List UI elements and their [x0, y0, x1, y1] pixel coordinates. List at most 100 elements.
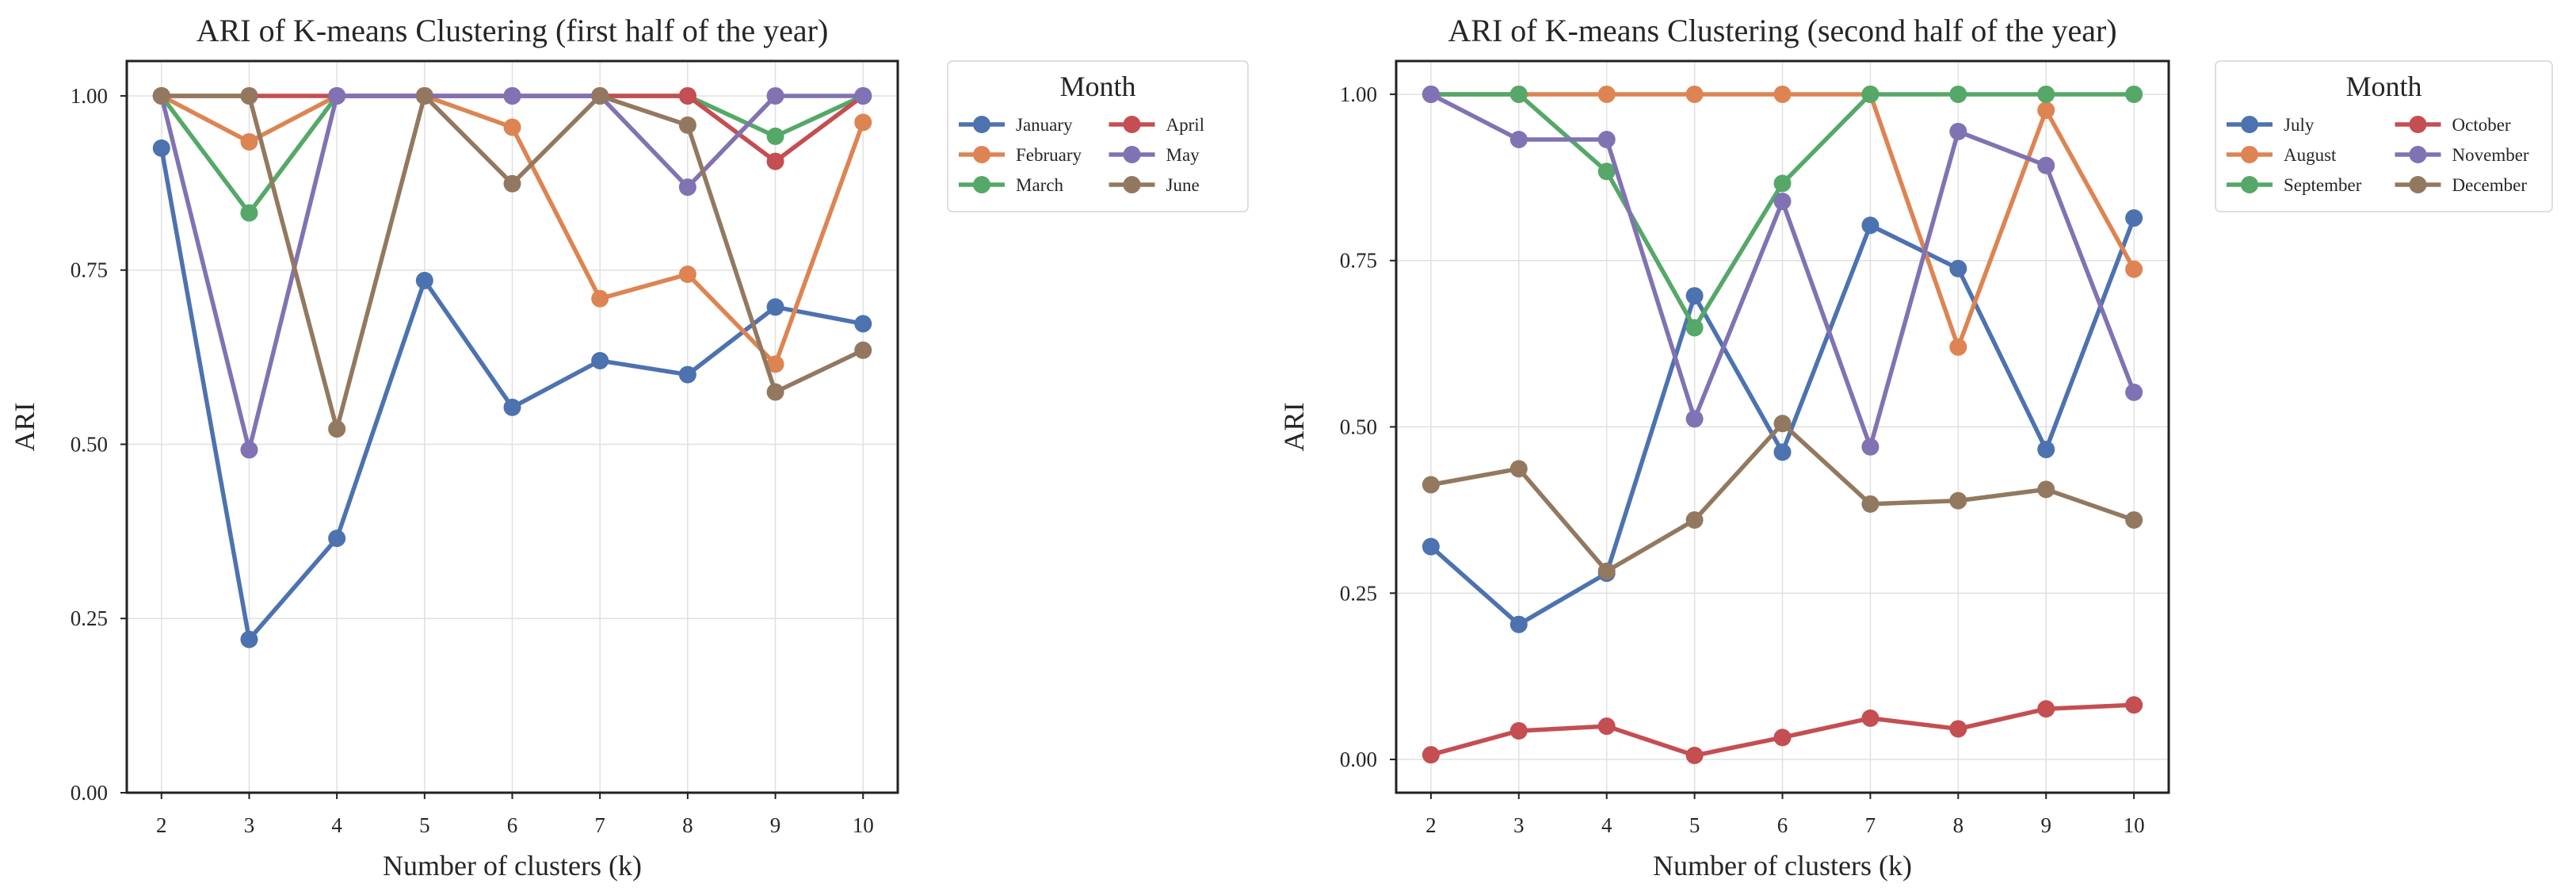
- y-axis-label: ARI: [1278, 403, 1310, 452]
- data-point: [2125, 209, 2143, 228]
- legend-entry-september: September: [2227, 175, 2362, 195]
- y-tick-label: 1.00: [1340, 82, 1377, 106]
- x-tick-label: 5: [1689, 813, 1700, 837]
- y-tick-label: 1.00: [71, 84, 108, 108]
- data-point: [1773, 443, 1792, 461]
- data-point: [591, 351, 609, 369]
- series-january: [152, 139, 872, 648]
- legend-swatch-marker: [2241, 116, 2258, 133]
- data-point: [415, 271, 433, 289]
- data-point: [2037, 441, 2055, 459]
- data-point: [1949, 720, 1967, 738]
- data-point: [415, 86, 433, 105]
- data-point: [503, 398, 521, 416]
- legend-swatch-marker: [2241, 176, 2258, 193]
- data-point: [503, 118, 521, 136]
- legend-swatch-marker: [2409, 176, 2427, 193]
- x-tick-label: 4: [1601, 813, 1612, 837]
- legend-entry-august: August: [2227, 145, 2337, 165]
- data-point: [1949, 122, 1967, 140]
- y-tick-label: 0.50: [71, 432, 108, 456]
- data-point: [1773, 174, 1792, 193]
- series-september: [1422, 85, 2143, 337]
- chart-title: ARI of K-means Clustering (first half of…: [197, 13, 829, 48]
- legend-label: February: [1016, 145, 1082, 165]
- legend-swatch-marker: [973, 116, 990, 133]
- plot-frame: [125, 59, 899, 794]
- legend: Month January February March April May June: [947, 60, 1249, 212]
- data-point: [2037, 156, 2055, 174]
- data-point: [328, 530, 346, 548]
- data-point: [1861, 495, 1880, 513]
- legend-label: April: [1166, 115, 1205, 135]
- data-point: [2037, 85, 2055, 103]
- legend-box: [2215, 60, 2553, 212]
- legend-label: June: [1166, 175, 1200, 195]
- legend-label: September: [2284, 175, 2362, 195]
- data-point: [678, 365, 696, 384]
- data-point: [1422, 85, 1440, 103]
- data-point: [1597, 85, 1616, 103]
- legend-swatch-marker: [973, 146, 990, 163]
- series-december: [1422, 415, 2143, 580]
- y-tick-label: 0.25: [1340, 581, 1377, 605]
- data-point: [591, 86, 609, 105]
- y-axis-label: ARI: [9, 403, 40, 452]
- data-point: [1597, 717, 1616, 736]
- legend-label: July: [2284, 115, 2315, 135]
- data-point: [1509, 85, 1528, 103]
- x-axis-label: Number of clusters (k): [1653, 850, 1912, 881]
- chart-panel-2: 0.00 0.25 0.50 0.75 1.00 2 3 4 5 6 7 8 9 10 ARI of K-m…: [1278, 13, 2553, 881]
- data-point: [766, 383, 784, 401]
- data-point: [1861, 216, 1880, 235]
- data-point: [240, 204, 258, 222]
- legend-label: March: [1016, 175, 1064, 195]
- data-point: [2125, 511, 2143, 529]
- data-point: [2125, 383, 2143, 401]
- x-tick-label: 10: [2124, 813, 2145, 837]
- y-tick-label: 0.25: [71, 606, 108, 630]
- data-point: [240, 86, 258, 105]
- data-point: [1597, 163, 1616, 181]
- legend: Month July August September October November D…: [2215, 60, 2553, 212]
- series-november: [1422, 85, 2143, 456]
- x-tick-label: 5: [419, 813, 430, 837]
- data-point: [1509, 460, 1528, 478]
- series-june: [152, 86, 872, 438]
- series-october: [1422, 696, 2143, 765]
- data-point: [2125, 85, 2143, 103]
- data-point: [240, 441, 258, 459]
- y-tick-label: 0.50: [1340, 415, 1377, 439]
- data-point: [1597, 131, 1616, 149]
- legend-entry-january: January: [959, 115, 1073, 135]
- plot-frame: [1395, 59, 2170, 794]
- x-tick-label: 3: [1513, 813, 1525, 837]
- legend-entry-june: June: [1109, 175, 1200, 195]
- data-point: [1597, 562, 1616, 580]
- y-tick-label: 0.75: [1340, 249, 1377, 273]
- data-point: [1422, 537, 1440, 556]
- legend-label: December: [2452, 175, 2528, 195]
- data-point: [1773, 85, 1792, 103]
- legend-swatch-marker: [1123, 176, 1141, 193]
- data-point: [1949, 338, 1967, 356]
- data-point: [766, 355, 784, 373]
- x-tick-label: 8: [682, 813, 693, 837]
- x-tick-label: 8: [1953, 813, 1964, 837]
- data-point: [766, 152, 784, 170]
- data-point: [2037, 700, 2055, 718]
- data-point: [152, 86, 170, 105]
- legend-label: January: [1016, 115, 1073, 135]
- x-tick-label: 6: [507, 813, 518, 837]
- y-tick-label: 0.00: [71, 781, 108, 805]
- y-tick-label: 0.00: [1340, 748, 1377, 771]
- legend-entry-march: March: [959, 175, 1064, 195]
- x-tick-label: 4: [331, 813, 342, 837]
- data-point: [766, 86, 784, 105]
- legend-label: October: [2452, 115, 2511, 135]
- data-point: [152, 139, 170, 157]
- data-point: [1685, 511, 1704, 529]
- y-tick-label: 0.75: [71, 258, 108, 282]
- data-point: [1509, 131, 1528, 149]
